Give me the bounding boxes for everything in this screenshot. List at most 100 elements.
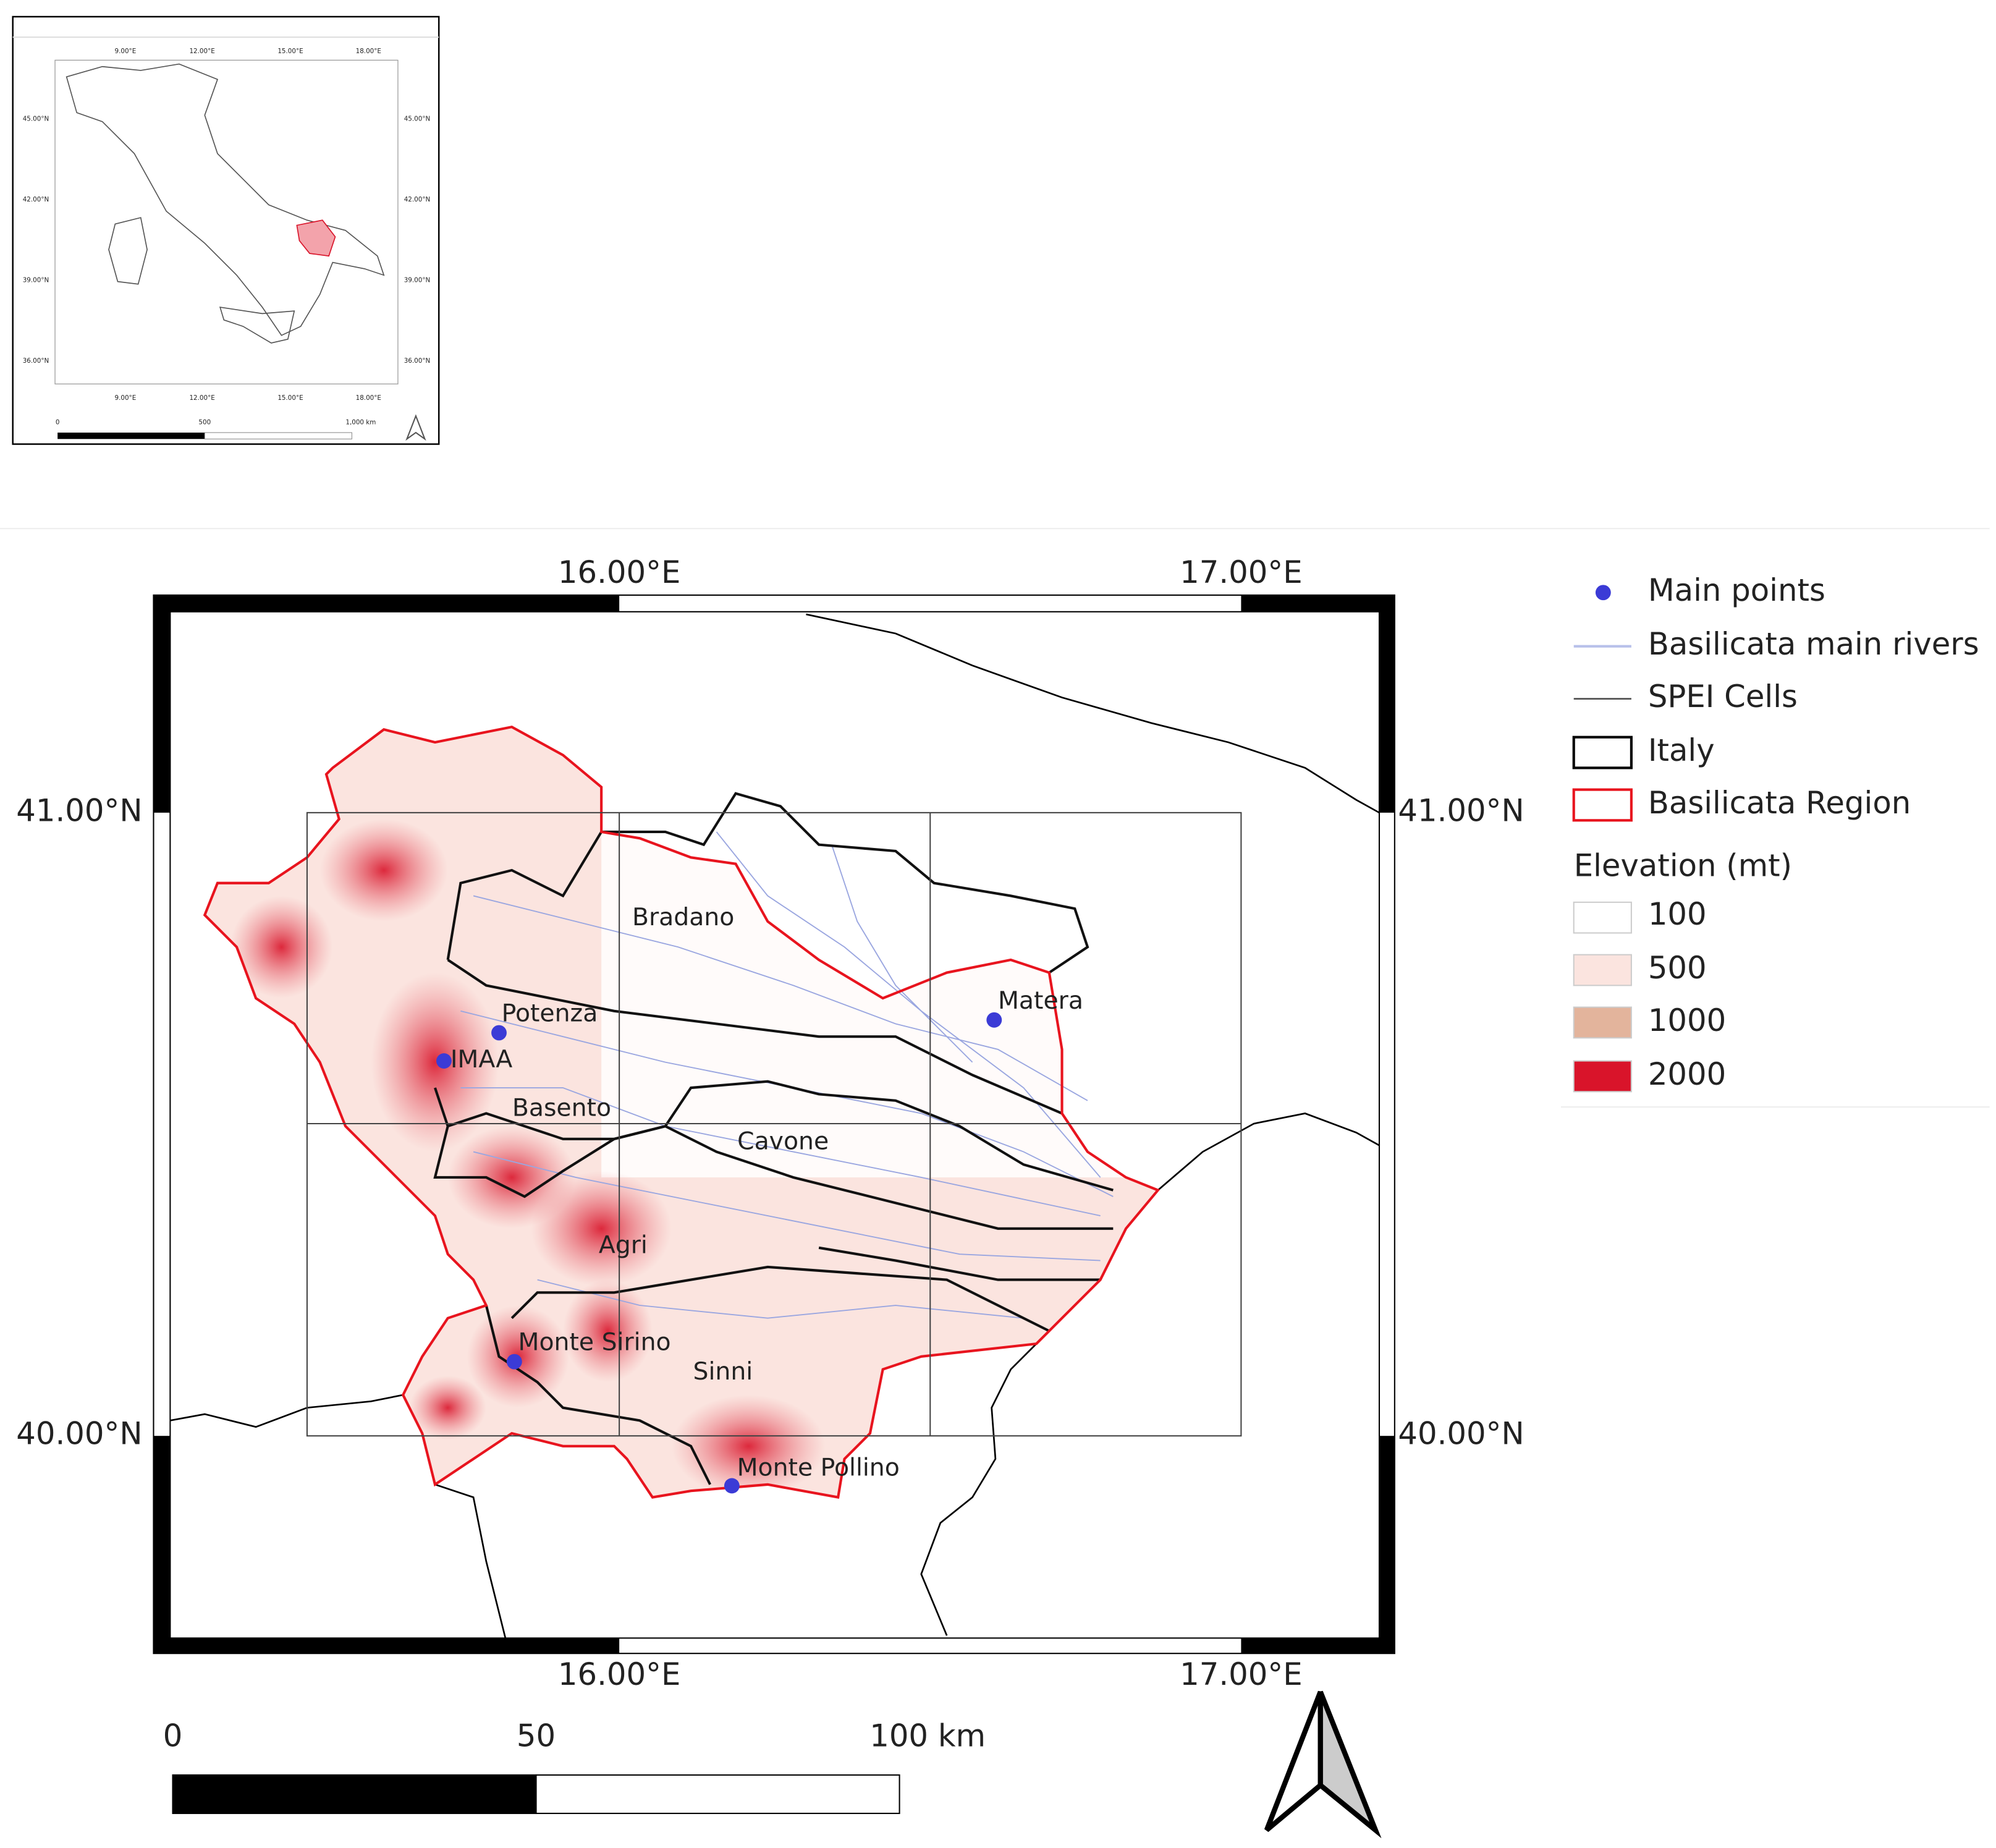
spei-cells xyxy=(306,812,1242,1437)
frame-bar xyxy=(153,1638,620,1654)
legend-elevation-swatch xyxy=(1573,1006,1632,1039)
scale-bar-white xyxy=(535,1774,900,1815)
inset-scale-black xyxy=(57,432,205,439)
main-point xyxy=(436,1053,452,1069)
frame-bar xyxy=(153,595,171,813)
lat-label: 40.00°N xyxy=(16,1416,142,1452)
inset-lon-label: 12.00°E xyxy=(189,48,214,55)
basin-boundary xyxy=(434,1080,1114,1192)
inset-lat-label: 45.00°N xyxy=(404,116,431,123)
inset-lon-label: 18.00°E xyxy=(356,48,381,55)
main-point xyxy=(491,1025,507,1041)
coast xyxy=(806,613,1380,814)
coast xyxy=(1157,1113,1380,1191)
legend-italy-symbol xyxy=(1572,735,1633,769)
frame-bars xyxy=(153,595,1395,1654)
legend-label: 100 xyxy=(1648,896,1707,932)
legend xyxy=(1561,585,1990,1108)
river xyxy=(473,895,1088,1101)
basin-boundary xyxy=(484,1305,711,1485)
italy-outline xyxy=(170,613,1380,1638)
point-label: IMAA xyxy=(450,1045,513,1074)
scale-label: 0 xyxy=(163,1718,183,1753)
point-label: Matera xyxy=(998,986,1083,1015)
point-label: Potenza xyxy=(502,999,598,1028)
main-point xyxy=(724,1478,740,1494)
coast xyxy=(170,1394,404,1428)
legend-point-symbol xyxy=(1595,585,1611,601)
river-label: Basento xyxy=(512,1094,611,1122)
inset-map-frame xyxy=(54,59,399,384)
elevation-peak xyxy=(672,1394,826,1498)
scale-label: 50 xyxy=(517,1718,556,1753)
legend-label: SPEI Cells xyxy=(1648,679,1798,714)
scale-label: 100 km xyxy=(869,1718,986,1753)
inset-basilicata xyxy=(296,219,336,257)
lon-label: 16.00°E xyxy=(558,554,680,590)
inset-lat-label: 36.00°N xyxy=(404,357,431,365)
basin-boundary xyxy=(446,831,603,960)
point-label: Monte Sirino xyxy=(518,1328,671,1357)
inset-scale-label: 500 xyxy=(198,418,211,426)
coast xyxy=(920,1343,1038,1636)
inset-lon-label: 18.00°E xyxy=(356,394,381,402)
inset-sardinia xyxy=(108,217,148,285)
elevation-peak xyxy=(409,1375,486,1440)
legend-region-symbol xyxy=(1572,788,1633,822)
river-label: Agri xyxy=(599,1231,648,1259)
elevation-peak xyxy=(563,1279,653,1383)
legend-elevation-swatch xyxy=(1573,1060,1632,1093)
frame-bar xyxy=(153,1436,171,1654)
inset-lat-label: 42.00°N xyxy=(23,196,49,203)
lon-label: 17.00°E xyxy=(1180,554,1302,590)
main-point xyxy=(506,1354,522,1370)
inset-sicily xyxy=(219,306,295,344)
point-label: Monte Pollino xyxy=(737,1454,900,1482)
inset-lat-label: 45.00°N xyxy=(23,116,49,123)
inset-scale-white xyxy=(204,432,352,439)
legend-elevation-swatch xyxy=(1573,901,1632,934)
inset-north-arrow xyxy=(405,414,426,441)
legend-elevation-swatch xyxy=(1573,954,1632,986)
basin-boundary xyxy=(601,792,1089,974)
frame-bar xyxy=(1241,595,1395,612)
basins xyxy=(433,792,1114,1485)
lon-label: 17.00°E xyxy=(1180,1656,1302,1692)
river xyxy=(537,1279,1024,1319)
lat-label: 41.00°N xyxy=(1398,792,1524,828)
inset-lat-label: 36.00°N xyxy=(23,357,49,365)
river-label: Bradano xyxy=(632,903,734,931)
inset-lon-label: 15.00°E xyxy=(277,48,303,55)
legend-label: 500 xyxy=(1648,950,1707,986)
legend-label: 2000 xyxy=(1648,1056,1726,1092)
inset-lon-label: 15.00°E xyxy=(277,394,303,402)
inset-frame xyxy=(12,15,440,445)
legend-title: Elevation (mt) xyxy=(1574,847,1792,883)
lat-label: 40.00°N xyxy=(1398,1416,1524,1452)
elevation-peak xyxy=(371,972,499,1152)
inset-lon-label: 9.00°E xyxy=(115,48,137,55)
legend-label: Basilicata main rivers xyxy=(1648,626,1979,662)
inset-scale-label: 1,000 km xyxy=(345,418,376,426)
river-label: Cavone xyxy=(737,1127,829,1156)
basin-boundary xyxy=(447,959,1063,1115)
inset-lon-label: 12.00°E xyxy=(189,394,214,402)
inset-lat-label: 39.00°N xyxy=(23,277,49,284)
basin-boundary xyxy=(510,1265,1050,1333)
border xyxy=(434,1483,507,1638)
river xyxy=(460,1087,1101,1216)
inset-lon-label: 9.00°E xyxy=(115,394,137,402)
lat-label: 41.00°N xyxy=(16,792,142,828)
basin-boundary xyxy=(433,1124,1114,1230)
legend-label: 1000 xyxy=(1648,1002,1726,1038)
basin-boundary xyxy=(818,1246,1101,1281)
inset-lat-label: 39.00°N xyxy=(404,277,431,284)
north-arrow-right xyxy=(1317,1690,1382,1839)
river xyxy=(831,844,973,1063)
lon-label: 16.00°E xyxy=(558,1656,680,1692)
legend-label: Basilicata Region xyxy=(1648,785,1911,821)
frame-bar xyxy=(1379,1436,1395,1654)
main-point xyxy=(986,1012,1002,1028)
